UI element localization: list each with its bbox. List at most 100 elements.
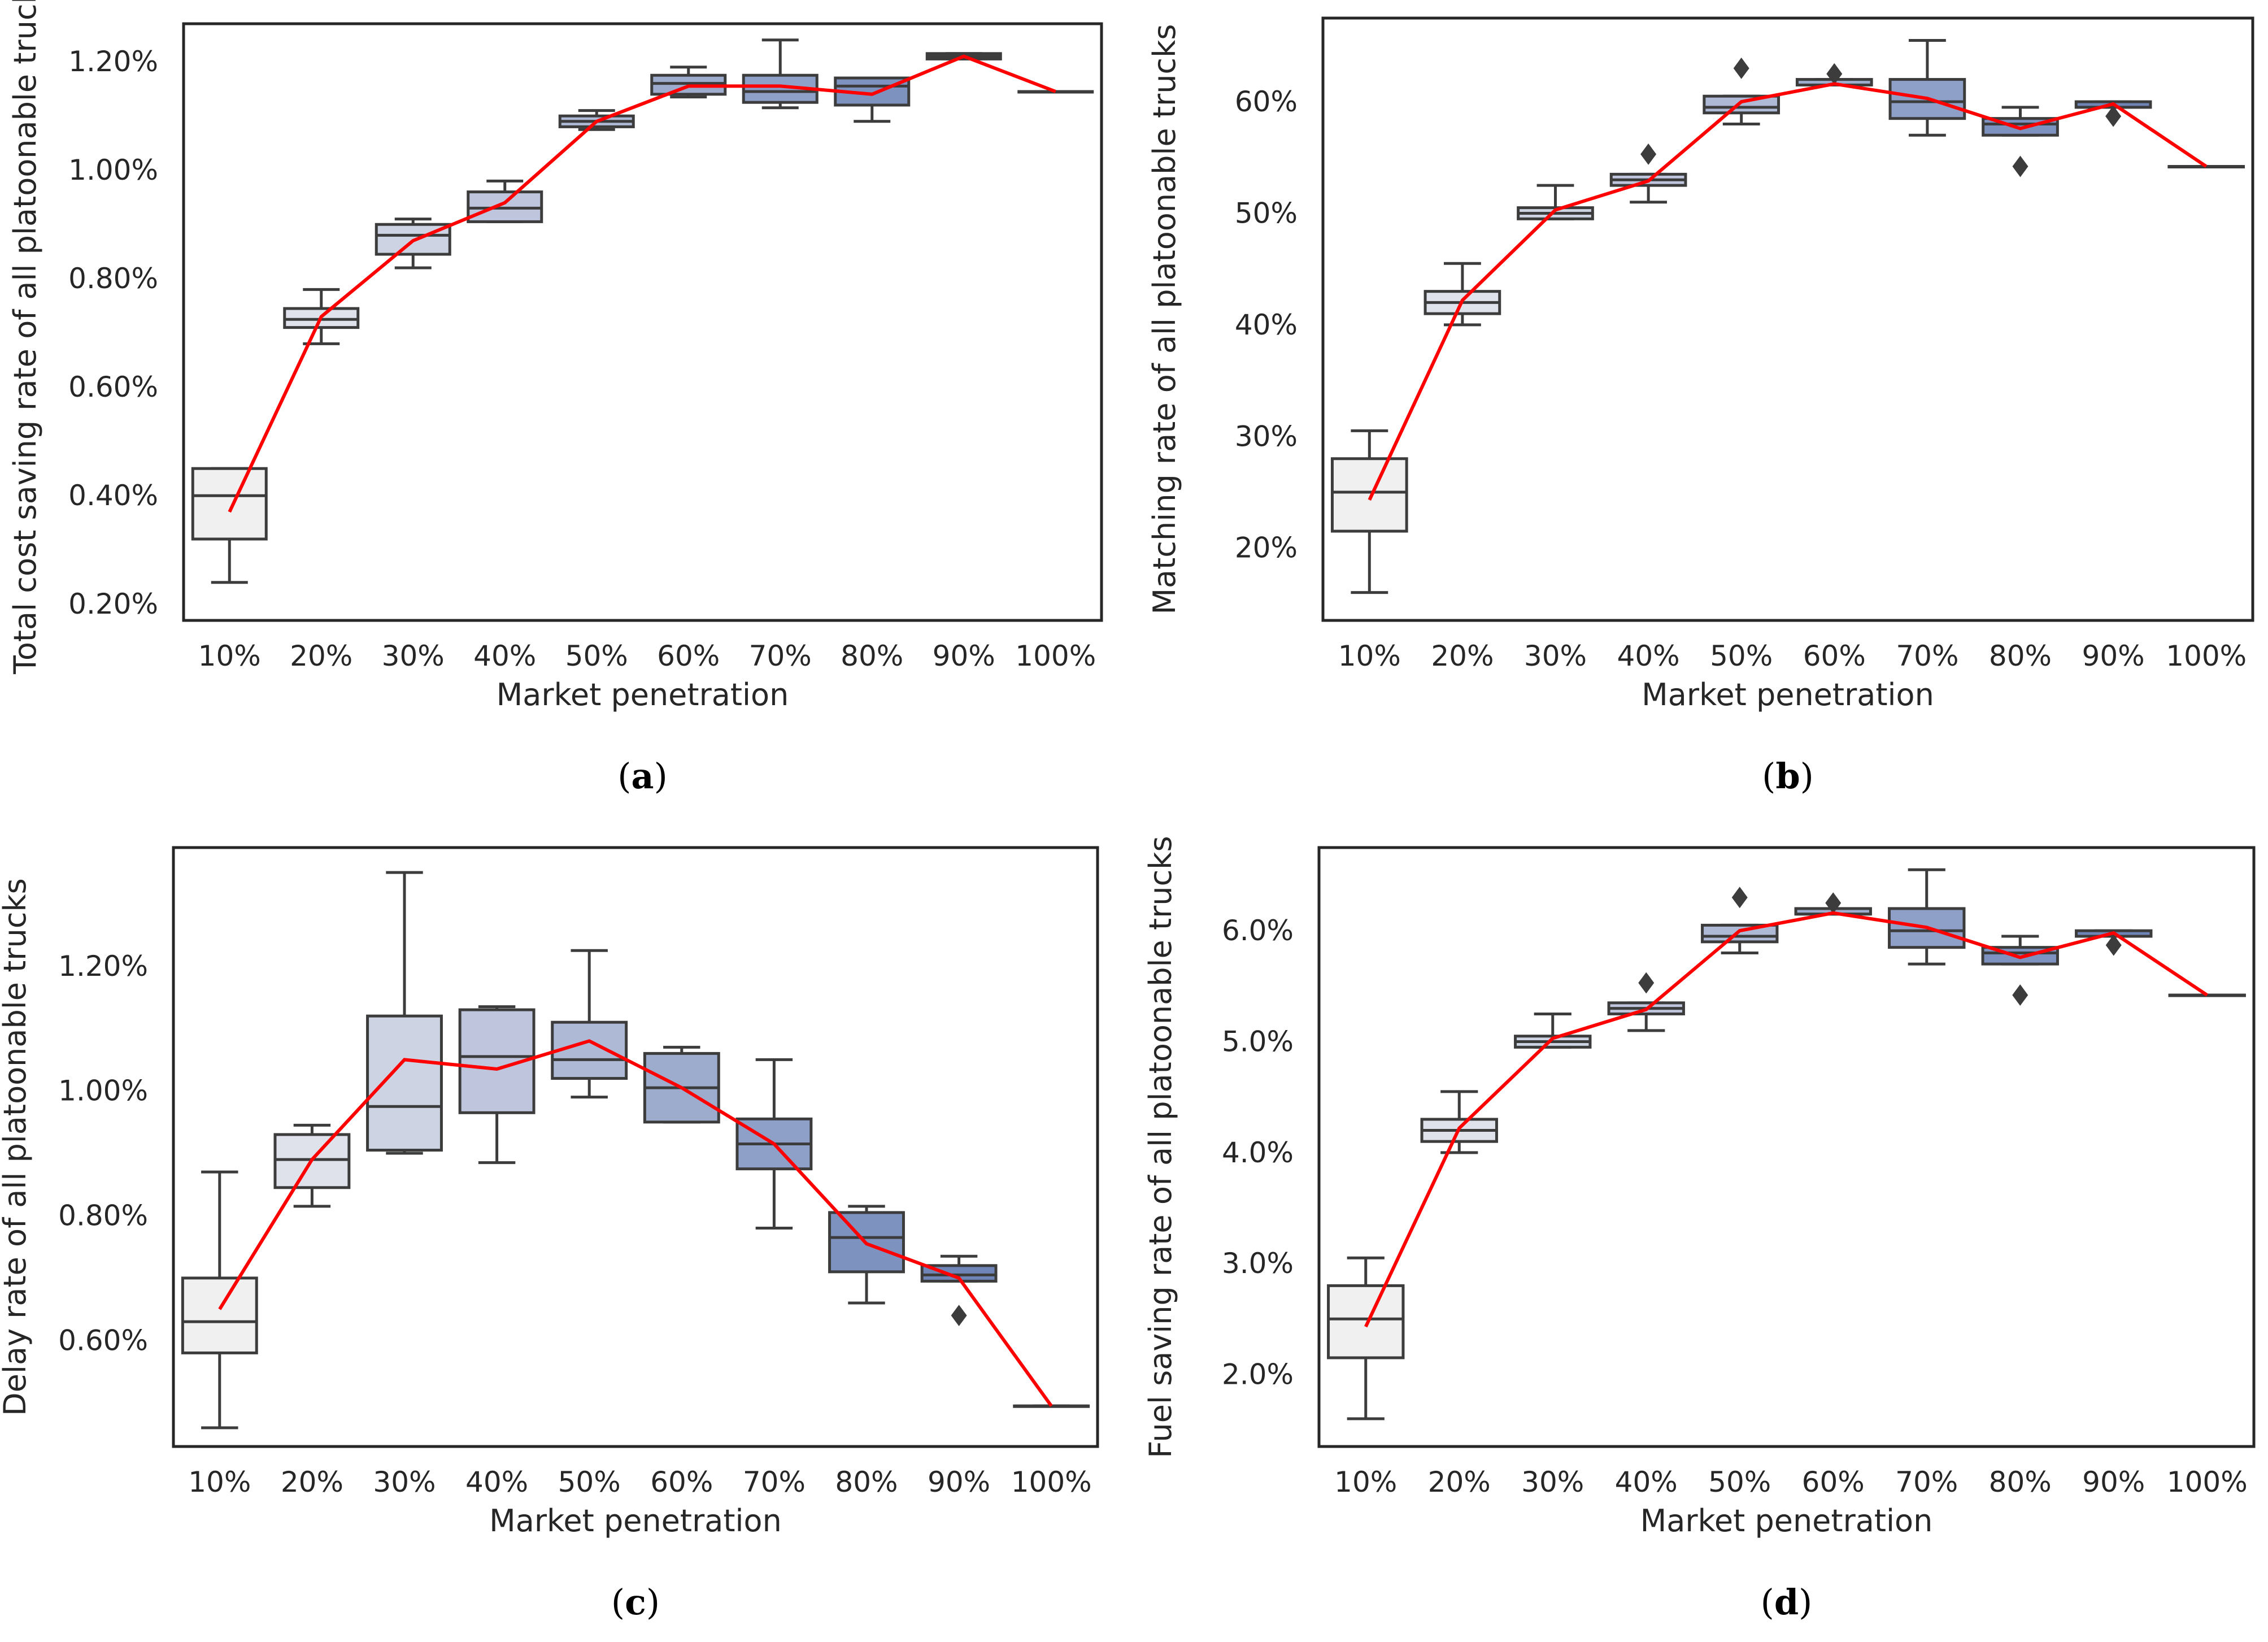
x-axis-title: Market penetration	[497, 677, 789, 713]
box-a-60pct	[650, 66, 727, 99]
outlier-point	[2012, 155, 2028, 177]
y-tick-label: 50%	[1235, 197, 1298, 229]
outlier-point	[2105, 105, 2122, 127]
box-b-30pct	[1517, 184, 1594, 220]
y-tick-label: 3.0%	[1222, 1247, 1294, 1280]
box-body	[1701, 923, 1779, 944]
x-tick-label: 20%	[1431, 640, 1494, 672]
x-tick-label: 50%	[1710, 640, 1773, 672]
x-tick-label: 30%	[382, 640, 445, 672]
x-tick-label: 80%	[1989, 640, 2052, 672]
box-a-50pct	[558, 109, 635, 131]
chart-panel-d: 2.0% 3.0% 4.0% 5.0% 6.0% 10% 20% 30% 40% 50% 60% 70…	[1143, 836, 2256, 1623]
y-tick-label: 40%	[1235, 309, 1298, 341]
y-tick-label: 4.0%	[1222, 1136, 1294, 1169]
y-tick-label: 0.60%	[58, 1324, 148, 1357]
box-c-40pct	[458, 1005, 536, 1165]
box-body	[366, 1014, 443, 1152]
box-body	[1703, 94, 1781, 115]
box-d-50pct	[1701, 887, 1779, 954]
x-tick-label: 60%	[650, 1466, 713, 1498]
plot-frame	[172, 846, 1099, 1448]
box-c-20pct	[273, 1123, 351, 1208]
x-tick-label: 40%	[1615, 1466, 1678, 1498]
box-b-50pct	[1703, 57, 1781, 126]
panel-label: (b)	[1762, 755, 1814, 797]
x-tick-label: 70%	[749, 640, 812, 672]
x-tick-label: 10%	[1338, 640, 1401, 672]
box-d-40pct	[1607, 972, 1685, 1032]
x-tick-label: 90%	[2082, 640, 2145, 672]
x-tick-label: 70%	[1896, 640, 1958, 672]
plot-frame	[1321, 16, 2254, 622]
box-body	[273, 1133, 351, 1189]
outlier-point	[1733, 57, 1749, 79]
x-tick-label: 20%	[281, 1466, 343, 1498]
outlier-point	[1825, 892, 1842, 914]
box-b-60pct	[1795, 63, 1873, 86]
box-c-50pct	[551, 949, 628, 1099]
chart-panel-b: 20% 30% 40% 50% 60% 10% 20% 30% 40% 50% 60% 70% 80% 9…	[1147, 16, 2254, 797]
x-tick-label: 80%	[835, 1466, 898, 1498]
box-d-80pct	[1981, 935, 2059, 1006]
box-d-70pct	[1888, 868, 1966, 966]
x-tick-label: 100%	[2167, 1466, 2248, 1498]
x-tick-label: 40%	[465, 1466, 528, 1498]
series-line	[228, 54, 1056, 513]
box-body	[1330, 457, 1408, 533]
box-a-40pct	[467, 179, 543, 223]
box-d-10pct	[1327, 1256, 1405, 1421]
x-tick-label: 20%	[290, 640, 352, 672]
box-body	[191, 467, 268, 541]
x-tick-label: 50%	[565, 640, 628, 672]
y-tick-label: 1.20%	[68, 45, 158, 78]
y-tick-label: 1.20%	[58, 950, 148, 983]
x-tick-label: 90%	[2082, 1466, 2145, 1498]
outlier-point	[2105, 934, 2122, 956]
x-tick-label: 30%	[1524, 640, 1587, 672]
series-line	[218, 1039, 1053, 1407]
box-b-40pct	[1609, 143, 1687, 204]
y-axis-title: Fuel saving rate of all platoonable truc…	[1143, 836, 1178, 1458]
outlier-point	[951, 1305, 967, 1327]
y-tick-label: 0.60%	[68, 371, 158, 403]
x-axis-title: Market penetration	[1640, 1503, 1933, 1539]
box-b-80pct	[1982, 106, 2059, 177]
x-tick-label: 40%	[473, 640, 536, 672]
outlier-point	[1640, 143, 1657, 165]
y-tick-label: 20%	[1235, 532, 1298, 564]
x-tick-label: 80%	[1989, 1466, 2052, 1498]
y-tick-label: 1.00%	[68, 154, 158, 186]
plot-frame	[182, 22, 1103, 622]
x-tick-label: 10%	[1334, 1466, 1397, 1498]
x-tick-label: 10%	[188, 1466, 251, 1498]
y-tick-label: 60%	[1235, 85, 1298, 118]
y-tick-label: 0.80%	[68, 262, 158, 295]
y-tick-label: 2.0%	[1222, 1358, 1294, 1391]
y-tick-label: 6.0%	[1222, 914, 1294, 947]
x-tick-label: 70%	[1895, 1466, 1958, 1498]
outlier-point	[1826, 63, 1843, 85]
x-tick-label: 60%	[1803, 640, 1866, 672]
y-axis-title: Total cost saving rate of all platoonabl…	[7, 0, 43, 675]
box-a-70pct	[742, 38, 819, 110]
outlier-point	[1731, 887, 1748, 909]
box-c-60pct	[643, 1045, 720, 1124]
panel-label: (d)	[1761, 1582, 1813, 1623]
x-tick-label: 60%	[657, 640, 720, 672]
panel-label: (c)	[611, 1582, 660, 1623]
x-tick-label: 90%	[933, 640, 995, 672]
x-tick-label: 100%	[2166, 640, 2247, 672]
y-axis-title: Delay rate of all platoonable trucks	[0, 878, 33, 1416]
box-d-60pct	[1794, 892, 1872, 916]
y-tick-label: 0.40%	[68, 479, 158, 512]
x-tick-label: 20%	[1428, 1466, 1491, 1498]
x-tick-label: 50%	[558, 1466, 621, 1498]
x-tick-label: 60%	[1802, 1466, 1865, 1498]
box-body	[1327, 1284, 1405, 1359]
box-c-10pct	[181, 1170, 258, 1430]
series-line	[1364, 911, 2208, 1328]
y-tick-label: 5.0%	[1222, 1026, 1294, 1058]
outlier-point	[1638, 972, 1655, 994]
